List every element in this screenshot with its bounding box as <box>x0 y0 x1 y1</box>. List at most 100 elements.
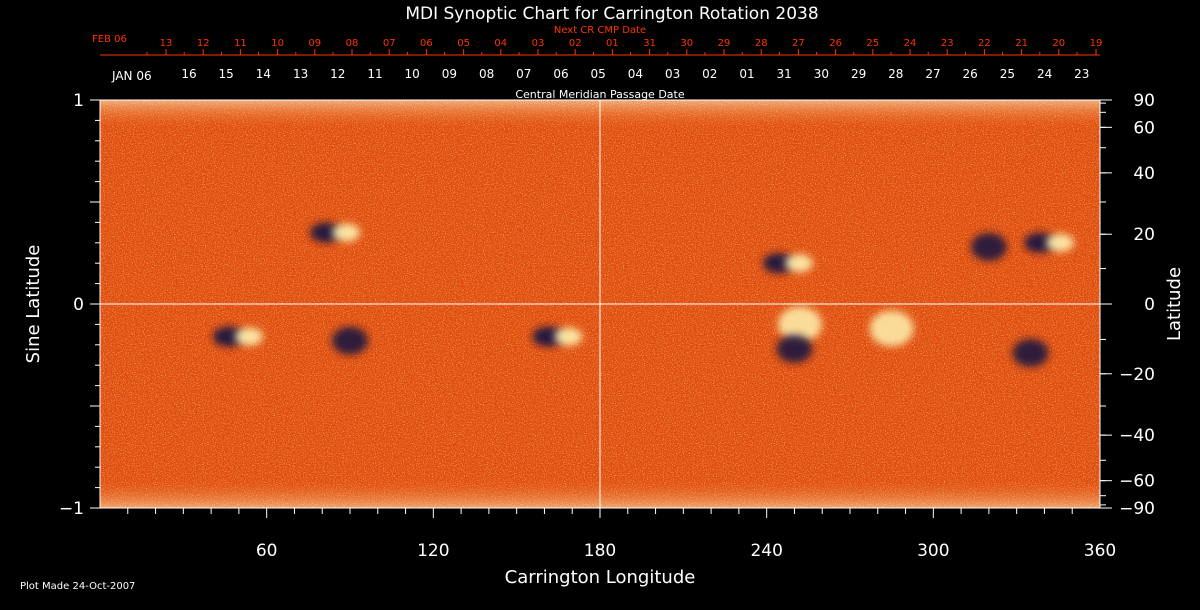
right-tick-label: 60 <box>1133 118 1155 138</box>
left-axis-ticks: 1 0 −1 <box>59 91 100 519</box>
x-tick-label: 360 <box>1084 541 1116 561</box>
active-region-positive <box>869 310 914 347</box>
active-region-negative <box>970 232 1007 261</box>
x-tick-label: 60 <box>256 541 278 561</box>
cmp-date: 08 <box>479 67 494 81</box>
right-tick-label: 90 <box>1133 91 1155 111</box>
cmp-date: 16 <box>181 67 196 81</box>
active-region-negative <box>1012 338 1049 367</box>
next-cr-date: 23 <box>941 38 954 49</box>
next-cr-date: 25 <box>866 38 879 49</box>
cmp-date: 01 <box>739 67 754 81</box>
right-tick-label: −40 <box>1119 426 1155 446</box>
cmp-date: 28 <box>888 67 903 81</box>
chart-title: MDI Synoptic Chart for Carrington Rotati… <box>405 4 818 24</box>
plot-made-footer: Plot Made 24-Oct-2007 <box>20 581 135 592</box>
left-tick-label: 0 <box>73 295 84 315</box>
next-cr-date: 06 <box>420 38 433 49</box>
next-cr-date: 30 <box>680 38 693 49</box>
cmp-date: 25 <box>1000 67 1015 81</box>
cmp-date: 15 <box>219 67 234 81</box>
next-cr-date: 26 <box>829 38 842 49</box>
active-region-negative <box>310 222 343 243</box>
cmp-date-ticks: 16 15 14 13 12 11 10 09 08 07 06 05 04 03 02 01 31 30 29 28… <box>181 67 1089 81</box>
next-cr-date: 07 <box>383 38 396 49</box>
left-tick-label: 1 <box>73 91 84 111</box>
next-cr-date: 04 <box>494 38 507 49</box>
next-cr-date: 27 <box>792 38 805 49</box>
cmp-date: 23 <box>1074 67 1089 81</box>
next-cr-date: 05 <box>457 38 470 49</box>
next-cr-date: 24 <box>904 38 917 49</box>
active-region-positive <box>784 254 813 273</box>
next-cr-date: 10 <box>271 38 284 49</box>
x-axis-ticks: 60 120 180 240 300 360 <box>127 508 1116 561</box>
cmp-date: 05 <box>591 67 606 81</box>
active-region-negative <box>212 326 245 347</box>
active-region-negative <box>332 326 368 355</box>
next-cr-month-label: FEB 06 <box>92 34 127 45</box>
cmp-date: 29 <box>851 67 866 81</box>
cmp-date: 04 <box>628 67 643 81</box>
cmp-date: 09 <box>442 67 457 81</box>
next-cr-date: 28 <box>755 38 768 49</box>
cmp-date: 11 <box>367 67 382 81</box>
right-tick-label: 20 <box>1133 225 1155 245</box>
x-axis-label: Carrington Longitude <box>505 567 696 588</box>
x-tick-label: 240 <box>750 541 782 561</box>
active-region-positive <box>332 223 361 242</box>
cmp-date: 13 <box>293 67 308 81</box>
next-cr-date: 01 <box>606 38 619 49</box>
next-cr-date: 02 <box>569 38 582 49</box>
active-region-negative <box>1024 232 1056 253</box>
active-region-positive <box>778 306 822 343</box>
right-tick-label: 40 <box>1133 164 1155 184</box>
next-cr-date: 29 <box>718 38 731 49</box>
next-cr-date: 08 <box>346 38 359 49</box>
x-tick-label: 180 <box>584 541 616 561</box>
right-tick-label: −20 <box>1119 365 1155 385</box>
cmp-axis-label: Central Meridian Passage Date <box>515 88 684 101</box>
left-tick-label: −1 <box>59 499 84 519</box>
next-cr-date: 22 <box>978 38 991 49</box>
x-tick-label: 300 <box>917 541 949 561</box>
right-axis-label: Latitude <box>1164 267 1185 341</box>
cmp-date: 14 <box>256 67 271 81</box>
cmp-date: 24 <box>1037 67 1052 81</box>
cmp-date: 02 <box>702 67 717 81</box>
active-region-positive <box>1046 233 1074 252</box>
right-tick-label: 0 <box>1144 295 1155 315</box>
active-region-positive <box>554 327 583 346</box>
right-tick-label: −60 <box>1119 472 1155 492</box>
x-tick-label: 120 <box>417 541 449 561</box>
next-cr-date: 31 <box>643 38 656 49</box>
cmp-date: 12 <box>330 67 345 81</box>
left-axis-label: Sine Latitude <box>23 245 44 364</box>
cmp-date: 30 <box>814 67 829 81</box>
cmp-date: 31 <box>777 67 792 81</box>
next-cr-date: 20 <box>1052 38 1065 49</box>
active-region-negative <box>532 326 565 347</box>
next-cr-date: 21 <box>1015 38 1028 49</box>
right-tick-label: −90 <box>1119 499 1155 519</box>
next-cr-date: 03 <box>532 38 545 49</box>
cmp-date: 26 <box>963 67 978 81</box>
next-cr-date: 12 <box>197 38 210 49</box>
next-cr-date: 19 <box>1090 38 1103 49</box>
cmp-month-label: JAN 06 <box>111 69 152 83</box>
right-axis-ticks: 90 60 40 20 0 −20 −40 −60 −90 <box>1100 91 1155 519</box>
active-regions <box>212 222 1074 367</box>
next-cr-date: 09 <box>308 38 321 49</box>
active-region-negative <box>776 334 813 363</box>
active-region-negative <box>762 253 795 274</box>
cmp-date: 27 <box>925 67 940 81</box>
cmp-date: 06 <box>553 67 568 81</box>
next-cr-axis-label: Next CR CMP Date <box>554 25 646 36</box>
cmp-date: 10 <box>405 67 420 81</box>
cmp-date: 03 <box>665 67 680 81</box>
next-cr-date: 13 <box>160 38 173 49</box>
next-cr-date: 11 <box>234 38 247 49</box>
active-region-positive <box>234 327 263 346</box>
cmp-date: 07 <box>516 67 531 81</box>
